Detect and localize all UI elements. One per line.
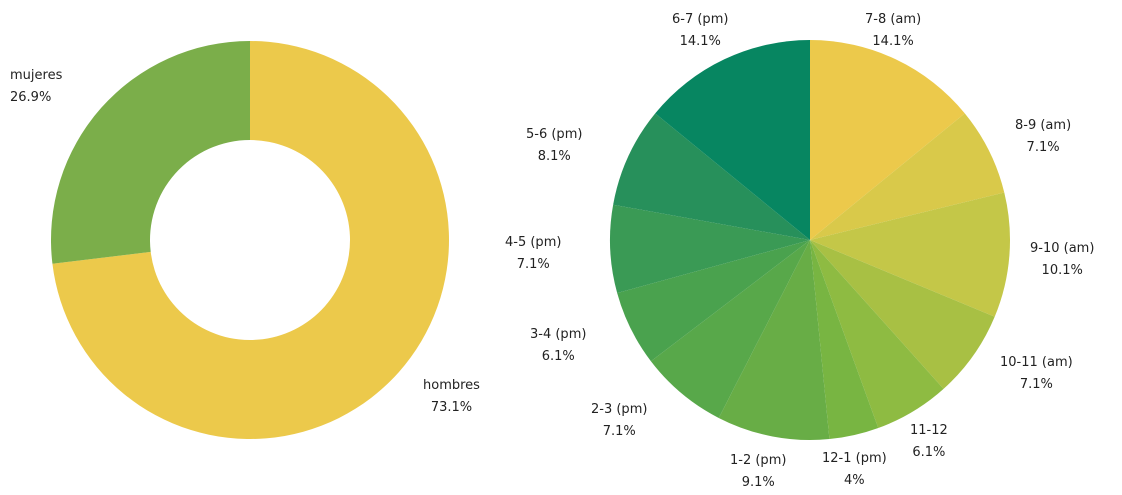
- pie-label-4-5pm: 4-5 (pm) 7.1%: [505, 232, 561, 276]
- donut-label-name: mujeres: [10, 68, 63, 83]
- pie-label-name: 9-10 (am): [1030, 241, 1095, 256]
- pie-slice-7-8-am-: [810, 40, 965, 240]
- pie-slice-10-11-am-: [810, 240, 995, 389]
- pie-label-value: 7.1%: [602, 424, 636, 439]
- donut-label-value: 26.9%: [10, 90, 52, 105]
- pie-slice-4-5-pm-: [610, 204, 810, 294]
- donut-slice-mujeres: [51, 41, 250, 264]
- pie-slice-6-7-pm-: [655, 40, 810, 240]
- pie-label-5-6pm: 5-6 (pm) 8.1%: [526, 124, 582, 168]
- pie-label-name: 11-12: [910, 423, 948, 438]
- donut-label-hombres: hombres 73.1%: [423, 375, 480, 419]
- pie-label-value: 4%: [844, 473, 865, 488]
- pie-slice-5-6-pm-: [613, 113, 810, 240]
- pie-label-name: 3-4 (pm): [530, 327, 587, 342]
- pie-slice-1-2-pm-: [718, 240, 830, 440]
- pie-label-12-1pm: 12-1 (pm) 4%: [822, 448, 887, 492]
- pie-slice-8-9-am-: [810, 113, 1005, 240]
- pie-label-name: 2-3 (pm): [591, 402, 648, 417]
- pie-label-value: 10.1%: [1041, 263, 1083, 278]
- pie-label-3-4pm: 3-4 (pm) 6.1%: [530, 324, 586, 368]
- pie-label-name: 5-6 (pm): [526, 127, 583, 142]
- pie-label-value: 7.1%: [1019, 377, 1053, 392]
- pie-label-11-12: 11-12 6.1%: [910, 420, 948, 464]
- pie-slice-2-3-pm-: [650, 240, 810, 418]
- pie-label-name: 12-1 (pm): [822, 451, 887, 466]
- pie-label-10-11am: 10-11 (am) 7.1%: [1000, 352, 1073, 396]
- pie-slice-11-12: [810, 240, 944, 428]
- pie-label-name: 6-7 (pm): [672, 12, 729, 27]
- pie-label-value: 7.1%: [1026, 140, 1060, 155]
- donut-label-value: 73.1%: [430, 400, 473, 415]
- pie-label-name: 4-5 (pm): [505, 235, 562, 250]
- pie-label-value: 8.1%: [537, 149, 571, 164]
- donut-label-name: hombres: [423, 378, 480, 393]
- pie-slice-3-4-pm-: [617, 240, 810, 362]
- pie-label-value: 9.1%: [741, 475, 775, 490]
- pie-slice-9-10-am-: [810, 192, 1010, 317]
- pie-label-value: 14.1%: [679, 34, 721, 49]
- pie-label-value: 6.1%: [912, 445, 946, 460]
- pie-label-1-2pm: 1-2 (pm) 9.1%: [730, 450, 786, 494]
- donut-label-mujeres: mujeres 26.9%: [10, 65, 62, 109]
- donut-slice-hombres: [52, 41, 450, 439]
- pie-label-6-7pm: 6-7 (pm) 14.1%: [672, 9, 728, 53]
- pie-label-name: 10-11 (am): [1000, 355, 1073, 370]
- pie-label-8-9am: 8-9 (am) 7.1%: [1015, 115, 1071, 159]
- pie-label-name: 7-8 (am): [865, 12, 922, 27]
- pie-label-value: 7.1%: [516, 257, 550, 272]
- pie-label-name: 8-9 (am): [1015, 118, 1072, 133]
- pie-label-value: 6.1%: [541, 349, 575, 364]
- pie-slice-12-1-pm-: [810, 240, 879, 440]
- pie-label-7-8am: 7-8 (am) 14.1%: [865, 9, 921, 53]
- pie-label-name: 1-2 (pm): [730, 453, 787, 468]
- pie-label-value: 14.1%: [872, 34, 914, 49]
- pie-label-2-3pm: 2-3 (pm) 7.1%: [591, 399, 647, 443]
- pie-label-9-10am: 9-10 (am) 10.1%: [1030, 238, 1094, 282]
